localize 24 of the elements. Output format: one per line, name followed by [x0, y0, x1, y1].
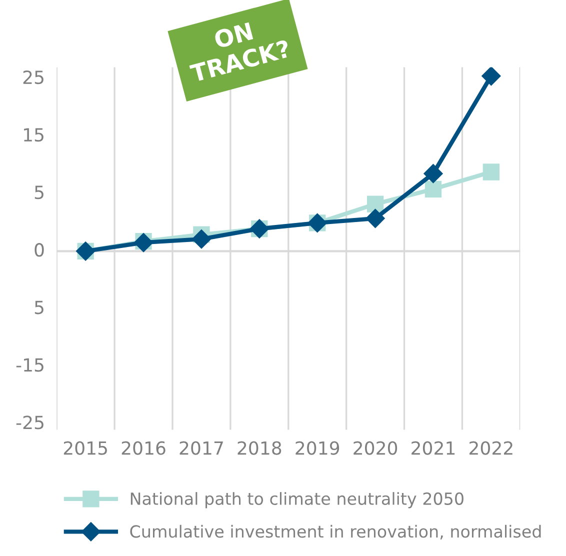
text: 5 [34, 300, 44, 314]
text: 5 [34, 186, 44, 200]
text: 15 [24, 128, 44, 142]
x-tick-label: 2021 [412, 441, 455, 455]
point [482, 164, 500, 180]
x-tick-label: 2015 [64, 441, 107, 455]
x-tick-label: 2020 [354, 441, 398, 455]
x-tick-label: 2022 [470, 441, 512, 455]
x-tick-label: 2016 [122, 441, 166, 455]
point [192, 230, 211, 249]
point [482, 67, 501, 86]
legend-label: National path to climate neutrality 2050 [130, 492, 464, 508]
point [424, 180, 442, 198]
legend-label: Cumulative investment in renovation, normalised [130, 524, 541, 540]
text: 25 [23, 70, 44, 84]
point [366, 208, 385, 228]
text: 0 [34, 243, 44, 257]
point [424, 164, 443, 184]
x-tick-label: 2017 [180, 441, 223, 455]
point [366, 196, 384, 212]
x-tick-label: 2018 [238, 441, 282, 455]
text: -25 [16, 416, 44, 430]
text: -15 [16, 358, 44, 372]
x-tick-label: 2019 [296, 441, 340, 455]
